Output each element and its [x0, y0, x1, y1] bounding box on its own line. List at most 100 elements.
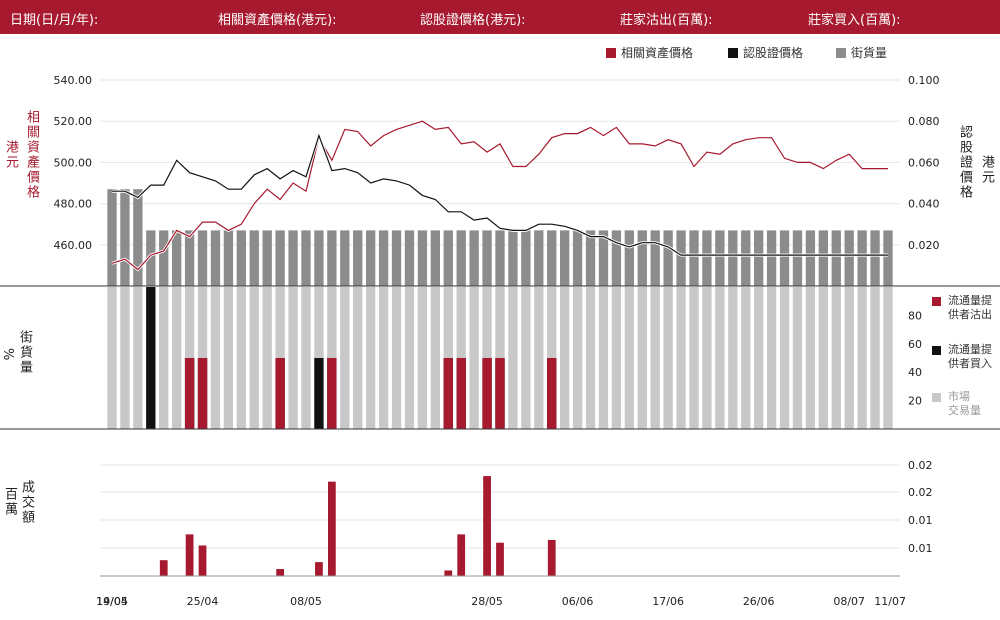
outstanding-bar [818, 230, 828, 286]
outstanding-bar [779, 230, 790, 286]
market-volume-bar [430, 287, 440, 429]
market-volume-bar [288, 287, 298, 429]
legend-swatch-outstanding [836, 48, 846, 58]
x-tick-label: 17/06 [652, 595, 684, 608]
outstanding-bar [340, 230, 350, 286]
outstanding-bar [624, 230, 634, 286]
outstanding-bar [766, 230, 777, 286]
left-axis-unit: 港元 [3, 140, 18, 170]
market-volume-bar [689, 287, 699, 429]
lp-sold-label: 莊家沽出(百萬): [620, 13, 713, 28]
warrant-price-line [112, 133, 888, 256]
turnover-bar [547, 539, 556, 576]
lp-sold-bar [275, 358, 285, 429]
x-tick-label: 25/04 [187, 595, 219, 608]
outstanding-bar [378, 230, 389, 286]
bottom-tick-label: 0.01 [908, 542, 933, 555]
date-label: 日期(日/月/年): [10, 13, 99, 28]
outstanding-bar [172, 230, 182, 286]
legend-underlying: 相關資產價格 [606, 44, 693, 61]
outstanding-bar [107, 189, 117, 286]
market-volume-bar [353, 287, 363, 429]
bottom-axis-title: 成交額 [19, 480, 34, 525]
market-volume-bar [611, 287, 622, 429]
lp-sold-bar [443, 358, 453, 429]
outstanding-bar [844, 230, 854, 286]
outstanding-bar [443, 230, 453, 286]
market-volume-bar [598, 287, 609, 429]
outstanding-bar [521, 230, 531, 286]
market-volume-bar [236, 287, 246, 429]
x-tick-label: 06/06 [562, 595, 594, 608]
mid-legend-lp-bought: 流通量提 供者買入 [932, 343, 992, 371]
outstanding-bar [715, 230, 725, 286]
outstanding-bar [805, 230, 816, 286]
x-tick-label: 28/05 [471, 595, 503, 608]
market-volume-bar [262, 287, 272, 429]
outstanding-bar [456, 230, 466, 286]
legend-swatch-underlying [606, 48, 616, 58]
outstanding-bar [741, 230, 751, 286]
turnover-bar [496, 542, 504, 576]
outstanding-bar [184, 230, 195, 286]
market-volume-bar [831, 287, 841, 429]
outstanding-bar [314, 230, 324, 286]
x-tick-label: 19/05 [96, 595, 128, 608]
turnover-bar [457, 534, 466, 576]
market-volume-bar [560, 287, 570, 429]
outstanding-bar [210, 230, 221, 286]
lp-bought-bar [314, 358, 324, 429]
turnover-bar [159, 560, 168, 576]
outstanding-bar [637, 230, 647, 286]
right-tick-label: 0.020 [908, 239, 940, 252]
left-tick-label: 520.00 [54, 115, 93, 128]
outstanding-bar [288, 230, 298, 286]
outstanding-bar [223, 230, 234, 286]
outstanding-bar [883, 230, 893, 286]
outstanding-bar [598, 230, 609, 286]
mid-tick-label: 80 [908, 309, 922, 322]
market-volume-bar [818, 287, 828, 429]
turnover-bar [185, 534, 194, 576]
outstanding-bar [585, 230, 596, 286]
lp-bought-label: 莊家買入(百萬): [808, 13, 901, 28]
left-tick-label: 460.00 [54, 239, 93, 252]
warrant-price-label: 認股證價格(港元): [420, 13, 526, 28]
market-volume-bar [715, 287, 725, 429]
outstanding-bar [831, 230, 841, 286]
x-tick-label: 08/05 [290, 595, 322, 608]
right-tick-label: 0.100 [908, 74, 940, 87]
outstanding-bar [482, 230, 492, 286]
mid-legend-lp-sold: 流通量提 供者沽出 [932, 294, 992, 322]
x-tick-label: 08/07 [833, 595, 865, 608]
mid-legend-market: 市場 交易量 [932, 390, 981, 418]
turnover-bar [315, 562, 323, 576]
underlying-price-label: 相關資產價格(港元): [218, 13, 337, 28]
mid-tick-label: 60 [908, 338, 922, 351]
header-bar: 日期(日/月/年): 相關資產價格(港元): 認股證價格(港元): 莊家沽出(百… [0, 0, 1000, 34]
market-volume-bar [159, 287, 169, 429]
right-tick-label: 0.040 [908, 198, 940, 211]
market-volume-bar [521, 287, 531, 429]
market-volume-bar [378, 287, 389, 429]
outstanding-bar [650, 230, 660, 286]
x-tick-label: 26/06 [743, 595, 775, 608]
outstanding-bar [301, 230, 311, 286]
market-volume-bar [572, 287, 583, 429]
legend-outstanding: 街貨量 [836, 44, 887, 61]
right-tick-label: 0.060 [908, 156, 940, 169]
mid-tick-label: 20 [908, 395, 922, 408]
market-volume-bar [366, 287, 376, 429]
market-volume-bar [417, 287, 428, 429]
outstanding-bar [120, 189, 130, 286]
underlying-price-line [111, 120, 888, 271]
lp-sold-bar [547, 358, 557, 429]
bottom-axis-unit: 百萬 [2, 487, 17, 517]
outstanding-bar [611, 230, 622, 286]
lp-sold-bar [184, 358, 195, 429]
outstanding-bar [534, 230, 544, 286]
mid-legend-swatch-bought [932, 346, 941, 355]
lp-bought-bar [146, 287, 156, 429]
outstanding-bar [353, 230, 363, 286]
outstanding-bar [702, 230, 712, 286]
